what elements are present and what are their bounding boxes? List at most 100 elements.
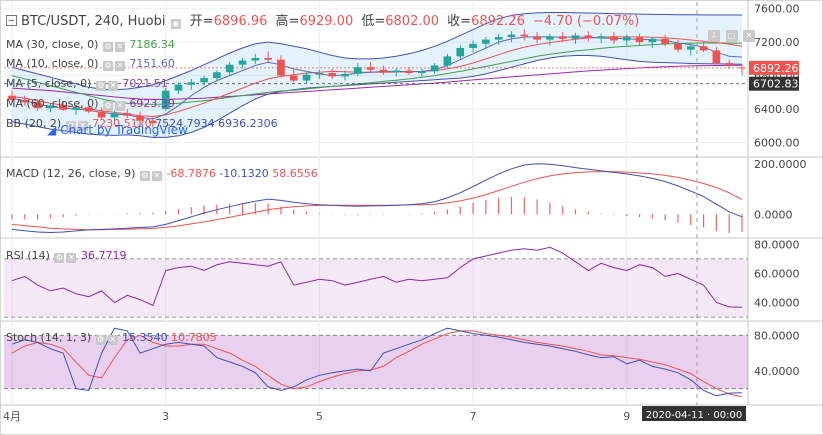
close-icon[interactable]: ✕ [743,30,755,42]
settings-icon[interactable]: ⚙ [102,42,113,52]
candle-body [315,73,324,75]
settings-icon[interactable]: ⚙ [54,253,65,263]
stoch-y-tick-label: 80.0000 [754,329,800,342]
rsi-label: RSI (14) [6,249,50,262]
rsi-y-tick-label: 60.0000 [754,267,800,280]
candle-body [597,36,605,38]
close-icon[interactable]: ✕ [77,121,88,131]
candle-body [33,102,42,109]
bb-upper-line [11,12,742,91]
candle-body [674,43,682,50]
x-tick-label: 5 [316,410,323,423]
stoch-label: Stoch (14, 1, 3) [6,331,92,344]
candle-body [648,38,657,43]
ma60-line [11,64,743,100]
macd-y-tick-label: 200.0000 [754,158,807,171]
tradingview-watermark[interactable]: ◢ Chart by TradingView [47,123,188,137]
close-icon[interactable]: ✕ [114,42,125,52]
stoch-k-line [11,327,743,397]
close-icon[interactable]: ✕ [107,81,118,91]
close-icon[interactable]: ✕ [114,61,125,71]
candle-body [379,69,388,73]
x-tick-label: 7 [470,410,477,423]
settings-icon[interactable]: ⚙ [139,171,150,181]
settings-icon[interactable]: ⚙ [95,81,106,91]
macd-label: MACD (12, 26, close, 9) [6,167,136,180]
close-icon[interactable]: ✕ [107,335,118,345]
close-icon[interactable]: ✕ [66,253,77,263]
crosshair-time-text: 2020-04-11 · 00:00 [646,410,742,421]
candle-body [635,37,644,43]
close-icon[interactable]: ✕ [114,101,125,111]
close-value: 6892.26 [471,14,525,29]
open-label: 开= [189,14,214,29]
pane-controls: ⇩ ▢ ✕ [707,27,756,42]
candle-body [430,65,439,72]
candle-body [558,36,567,39]
ma10-value: 7151.60 [129,57,175,70]
macd-y-tick-label: 0.0000 [754,208,793,221]
rsi-line [11,246,743,308]
candle-body [699,46,708,51]
candle-body [366,67,375,70]
rsi-legend: RSI (14) ⚙ ✕ 36.7719 [6,249,126,263]
level-price-tag-text: 6702.83 [753,78,799,91]
collapse-icon[interactable] [6,15,17,26]
stoch-legend: Stoch (14, 1, 3) ⚙ ✕ 15.3540 10.7805 [6,331,217,345]
low-label: 低= [361,14,386,29]
candle-body [610,36,618,41]
macd-hist-value: -68.7876 [166,167,216,180]
last-price-tag-text: 6892.26 [753,62,799,75]
candle-body [72,107,80,110]
tradingview-logo-icon: ◢ [47,123,57,137]
candle-body [8,95,16,100]
rsi-y-tick-label: 40.0000 [754,297,800,310]
maximize-icon[interactable]: ▢ [725,30,738,42]
stoch-d-line [11,330,743,398]
bb-upper-value: 7524.7934 [155,117,215,130]
x-tick-label: 9 [623,410,630,423]
candle-body [341,73,349,77]
last-price-tag [749,60,799,75]
candle-body [443,56,452,66]
candle-body [213,72,221,79]
macd-line [11,163,743,234]
settings-icon[interactable]: ⚙ [65,121,76,131]
close-icon[interactable]: ✕ [151,171,162,181]
x-tick-label: 3 [162,410,169,423]
settings-icon[interactable]: ⚙ [102,61,113,71]
candle-body [712,50,721,64]
candle-body [622,37,631,41]
ma10-legend: MA (10, close, 0) ⚙ ✕ 7151.60 [6,57,175,71]
x-tick-label: 4月 [3,410,21,423]
candle-body [161,90,170,110]
candle-body [46,105,55,109]
stoch-d-value: 10.7805 [171,331,217,344]
settings-icon[interactable]: ⚙ [95,335,106,345]
ma10-label: MA (10, close, 0) [6,57,99,70]
candle-body [136,115,144,121]
high-value: 6929.00 [299,14,354,29]
candle-body [149,120,157,124]
settings-icon[interactable]: ⚙ [102,101,113,111]
candle-body [174,84,183,91]
candle-body [353,67,362,74]
candle-body [533,36,541,40]
candle-body [482,39,490,44]
candle-body [20,99,29,103]
candle-body [405,70,413,74]
macd-value: -10.1320 [219,167,269,180]
eye-icon[interactable]: ◉ [170,19,181,29]
candle-body [661,38,669,44]
candle-body [392,70,401,73]
candle-body [520,34,529,37]
candle-body [187,82,196,85]
level-price-tag [749,76,799,91]
ma60-label: MA (60, close, 0) [6,97,99,110]
y-tick-label: 7600.00 [754,3,800,16]
arrow-down-icon[interactable]: ⇩ [708,30,720,42]
candle-body [123,113,132,116]
ma30-legend: MA (30, close, 0) ⚙ ✕ 7186.34 [6,38,175,52]
y-tick-label: 6000.00 [754,136,800,149]
